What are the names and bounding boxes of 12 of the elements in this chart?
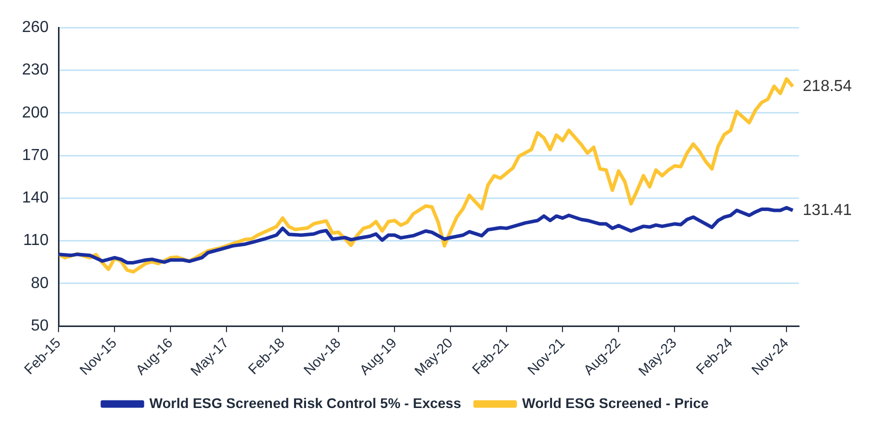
data-label: 131.41 bbox=[802, 202, 852, 219]
y-tick-label: 110 bbox=[23, 232, 49, 250]
y-tick-label: 140 bbox=[22, 190, 49, 207]
y-tick-label: 230 bbox=[22, 62, 49, 79]
y-tick-label: 50 bbox=[30, 318, 49, 335]
legend-label: World ESG Screened Risk Control 5% - Excess bbox=[149, 394, 462, 411]
y-tick-label: 80 bbox=[30, 274, 49, 292]
y-tick-label: 170 bbox=[22, 146, 49, 164]
y-tick-label: 260 bbox=[22, 19, 49, 36]
data-label: 218.54 bbox=[802, 78, 852, 95]
legend-label: World ESG Screened - Price bbox=[522, 394, 709, 411]
y-tick-label: 200 bbox=[22, 104, 49, 122]
